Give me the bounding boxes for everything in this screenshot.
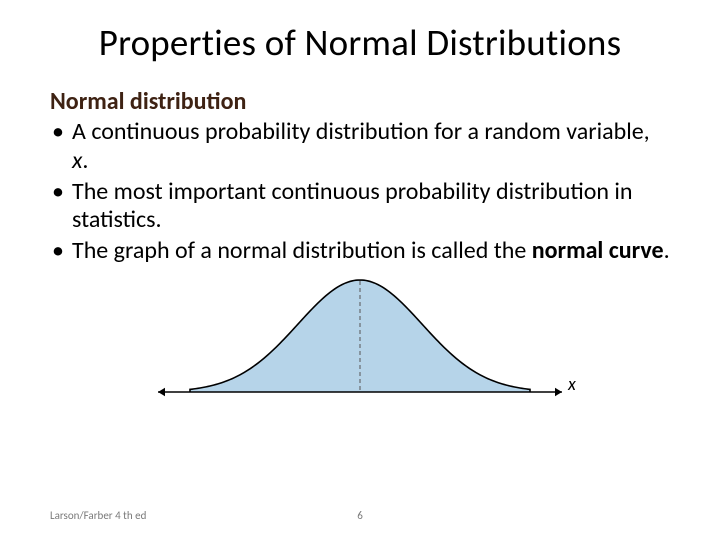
bell-curve-svg: x [150,270,570,410]
bullet-post: . [82,146,88,175]
bullet-text: A continuous probability distribution fo… [72,117,650,146]
bullet-list: A continuous probability distribution fo… [50,118,670,266]
normal-curve-chart: x [50,270,670,410]
list-item: The graph of a normal distribution is ca… [50,237,670,266]
page-number: 6 [357,509,363,522]
bullet-post: . [664,236,670,265]
list-item: A continuous probability distribution fo… [50,118,670,176]
list-item: The most important continuous probabilit… [50,178,670,236]
bullet-text: The graph of a normal distribution is ca… [72,236,532,265]
bullet-em: x [72,146,82,175]
slide-title: Properties of Normal Distributions [50,20,670,65]
svg-text:x: x [567,373,576,395]
section-subhead: Normal distribution [50,87,670,116]
bullet-text: The most important continuous probabilit… [72,177,633,235]
footer-attribution: Larson/Farber 4 th ed [50,509,146,522]
bullet-bold: normal curve [532,236,664,265]
